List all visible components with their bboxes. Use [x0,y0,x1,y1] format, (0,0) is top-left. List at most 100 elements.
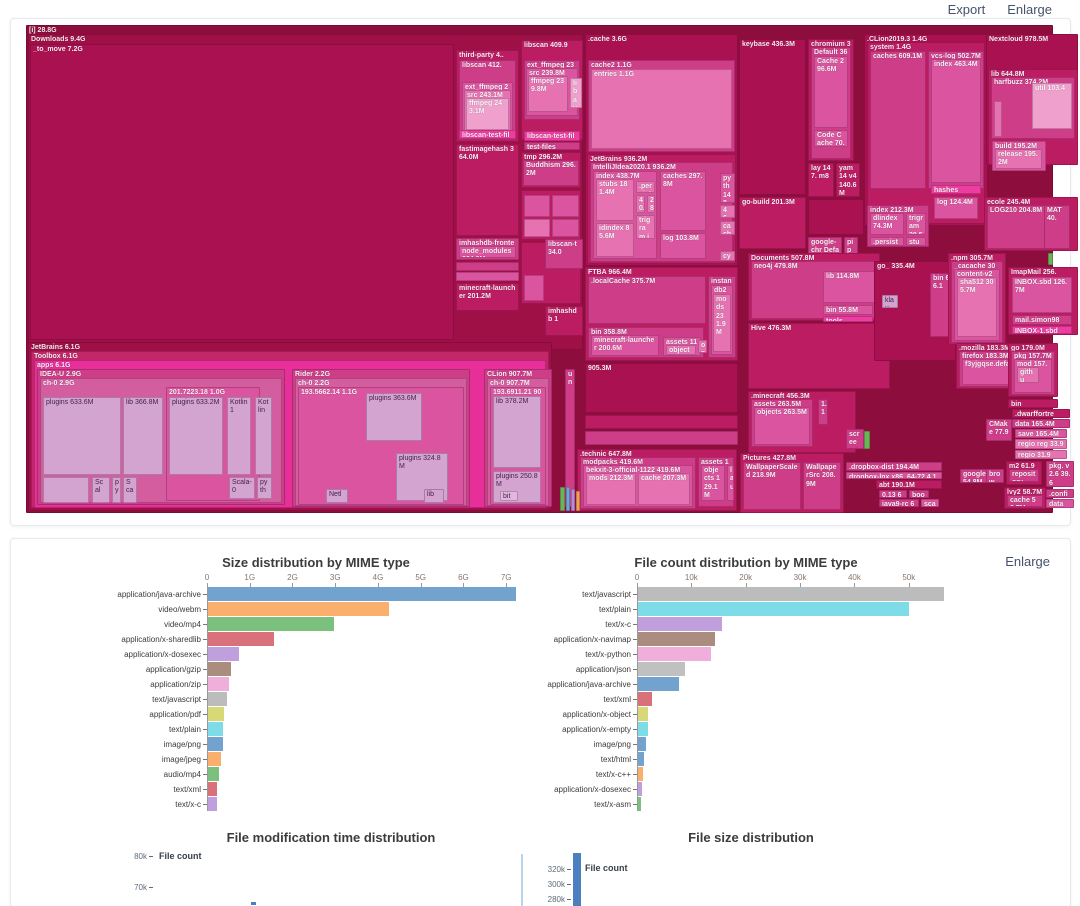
treemap-node[interactable]: .localCache 375.7M [588,276,706,324]
treemap-node[interactable]: dlindex 74.3M [870,213,904,235]
treemap-node[interactable]: log 124.4M [934,197,978,219]
treemap-node[interactable]: 0.13 68. [879,490,907,498]
treemap-node[interactable] [566,487,570,511]
treemap-node[interactable]: stubs 181.4M [596,179,634,221]
treemap-node[interactable]: .persistent 75. [870,237,904,246]
treemap-node[interactable]: dropbox-lnx.x86_64-72.4.136 194.4M [846,472,942,479]
treemap-node[interactable]: Cache 296.6M [814,56,848,128]
treemap-node[interactable]: pyth 148 [720,173,735,203]
treemap-node[interactable] [524,219,550,237]
treemap-node[interactable]: un [565,369,575,507]
treemap-node[interactable]: go-build 201.3M [739,197,806,249]
treemap-node[interactable]: 905.3M [585,363,738,413]
treemap-node[interactable]: util 103.4 [1032,83,1072,129]
treemap-node[interactable]: plugins 363.6M [366,393,422,441]
treemap-node[interactable]: yam 14 v4 140.6M [836,163,860,197]
treemap-node[interactable]: INBOX.sbd 126.7M [1012,277,1072,313]
treemap-node[interactable]: Hive 476.3M [748,323,890,389]
treemap-node[interactable]: imhashdb 1 [545,306,583,336]
treemap-node[interactable]: objects 112.2M [666,345,696,355]
treemap-node[interactable]: caches 297.8M [660,171,706,231]
treemap-node[interactable]: minecraft-launcher 200.6M [591,335,659,356]
treemap-node[interactable]: repository [1009,469,1039,482]
treemap-node[interactable] [994,101,1002,137]
treemap-node[interactable] [808,199,864,235]
treemap-node[interactable]: 1.1 [818,399,828,425]
treemap-node[interactable]: githu [1017,367,1039,383]
treemap-node[interactable]: fastimagehash 364.0M [456,144,519,236]
treemap-node[interactable]: boot 5. [909,490,929,498]
treemap-node[interactable]: release 195.2M [995,149,1042,169]
treemap-node[interactable]: java9-rc 68.1M [879,499,919,507]
treemap-node[interactable]: brow [986,469,1004,483]
treemap-node[interactable]: lib 114.8M [823,271,875,303]
treemap-node[interactable]: pyth [257,477,272,499]
treemap-node[interactable]: ffmpeg 243.1M [466,98,509,130]
treemap-node[interactable] [585,415,738,429]
treemap-node[interactable]: trigram.i 50.8M [636,215,655,239]
treemap-node[interactable]: stubs 24.9M [906,237,926,246]
treemap-node[interactable]: on [698,340,707,353]
treemap-node[interactable]: objects 263.5M [754,407,810,445]
treemap-node[interactable]: scala- [921,499,939,507]
treemap-node[interactable]: mail.simon98 [1012,315,1072,325]
treemap-node[interactable]: trigram 39.5M [906,213,926,235]
treemap-node[interactable]: .confi [1046,489,1074,498]
treemap-node[interactable]: minecraft-launcher 201.2M [456,283,519,311]
treemap-node[interactable]: idindex 85.6M [596,223,634,257]
treemap-node[interactable]: plugins 633.6M [43,397,121,475]
treemap-node[interactable]: Sca [123,477,137,503]
enlarge-treemap-button[interactable]: Enlarge [1007,2,1052,17]
treemap-node[interactable]: lib 366.8M [123,397,163,475]
export-button[interactable]: Export [947,2,986,17]
treemap-node[interactable]: pkg. v2.6 39.6 [1046,461,1074,487]
treemap-node[interactable]: save 165.4M [1015,429,1067,438]
treemap-node[interactable]: .dropbox-dist 194.4M [846,462,942,471]
treemap-node[interactable]: cache 56.7M [1007,495,1043,507]
treemap-node[interactable]: WallpaperSrc 208.9M [803,462,841,510]
treemap-node[interactable]: lay 147. m8 [808,163,834,197]
treemap-node[interactable]: hashes [931,185,981,194]
treemap-node[interactable]: libav 76.5 [570,78,582,108]
treemap-node[interactable]: 40.2 [636,195,645,213]
treemap-node[interactable]: regio reg 33.9 33. 32. [1015,439,1067,449]
treemap-node[interactable]: WallpaperScaled 218.9M [743,462,801,510]
treemap-node[interactable]: .persist [636,181,655,193]
treemap-node[interactable]: bit 64 [500,491,518,501]
treemap-node[interactable]: Kotlin 1 [227,397,251,475]
treemap-node[interactable] [864,431,870,449]
treemap-node[interactable]: mods 212.3M [586,473,636,505]
treemap-node[interactable] [576,491,580,511]
treemap-node[interactable]: test-files [524,142,580,150]
treemap-node[interactable]: bin 55.8M [823,305,873,315]
treemap-node[interactable]: index 463.4M [931,59,981,183]
treemap-node[interactable]: log 103.8M [660,233,706,259]
treemap-node[interactable] [43,477,89,503]
treemap-node[interactable]: Buddhism 296.2M [523,160,579,186]
treemap-node[interactable]: screen 27.6M [846,429,864,449]
treemap-node[interactable]: py [112,477,121,503]
treemap-node[interactable]: Scal [92,477,110,503]
treemap-node[interactable]: libscan-t 34.0 [545,239,583,269]
treemap-node[interactable] [585,431,738,445]
treemap-node[interactable]: Kotlin [255,397,272,475]
enlarge-charts-button[interactable]: Enlarge [1005,554,1050,569]
treemap-node[interactable] [456,262,519,271]
treemap-node[interactable]: plugins 324.8M [396,453,448,501]
treemap-node[interactable]: .dwarffortre [1012,409,1070,418]
treemap-node[interactable] [524,195,550,217]
treemap-node[interactable]: plugins 633.2M [169,397,223,475]
treemap-node[interactable]: lib 378.2M [493,396,541,468]
treemap-node[interactable]: cytho 23.9 [720,251,735,261]
treemap-node[interactable]: caches 609.1M [870,51,926,189]
treemap-node[interactable]: ffmpeg 239.8M [528,76,568,112]
treemap-node[interactable]: regio 31.9 [1015,450,1067,459]
treemap-node[interactable]: 28 [647,195,655,213]
treemap-node[interactable] [524,275,544,301]
treemap-node[interactable]: data [1046,499,1074,508]
treemap-node[interactable]: sha512 305.7M [957,277,997,337]
treemap-node[interactable] [560,487,565,511]
treemap-node[interactable]: Code Cache 70. [814,130,848,147]
treemap-node[interactable] [571,489,575,511]
treemap-node[interactable]: cach 25.1 [720,221,735,235]
